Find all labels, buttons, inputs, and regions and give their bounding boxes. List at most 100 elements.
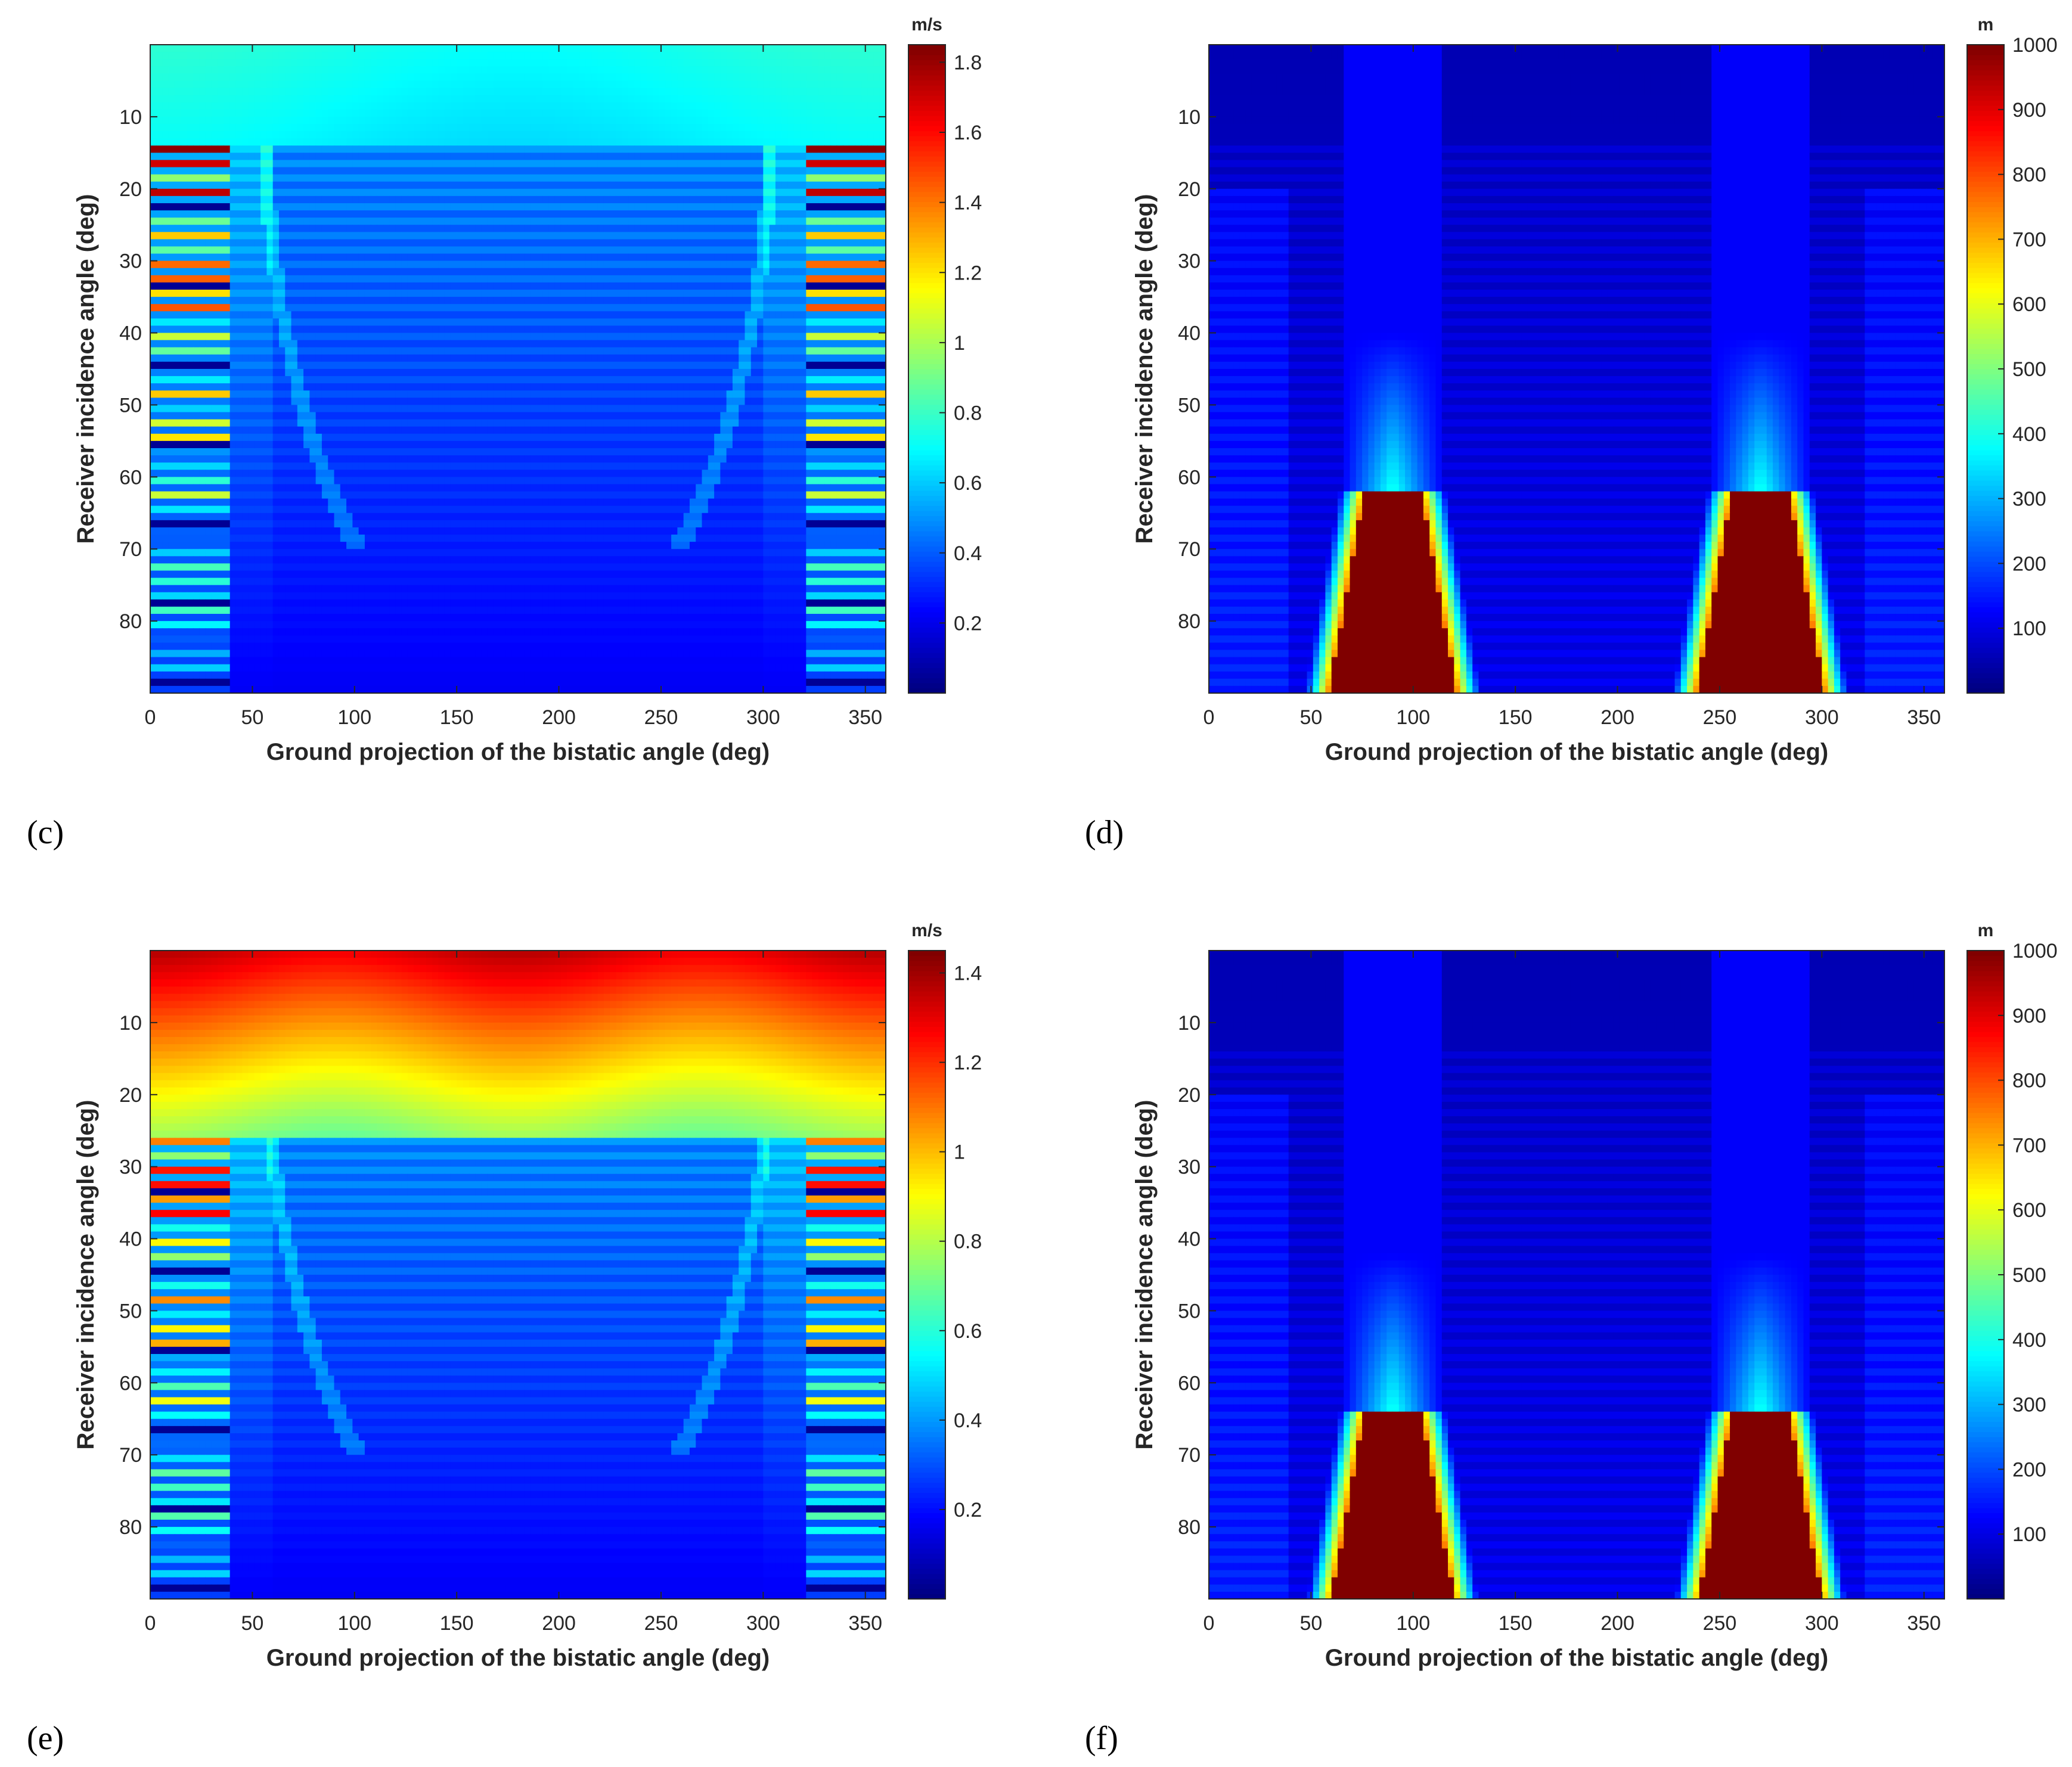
heatmap-cell	[420, 88, 427, 96]
heatmap-cell	[248, 123, 255, 132]
heatmap-cell	[554, 123, 562, 132]
heatmap-cell	[640, 116, 647, 125]
heatmap-cell	[787, 210, 795, 218]
heatmap-cell	[407, 282, 414, 290]
heatmap-cell	[414, 246, 421, 254]
heatmap-cell	[254, 145, 261, 153]
heatmap-cell	[315, 225, 322, 232]
heatmap-cell	[395, 232, 402, 240]
heatmap-cell	[818, 304, 825, 312]
heatmap-cell	[873, 275, 880, 283]
heatmap-cell	[426, 95, 433, 103]
heatmap-cell	[340, 52, 347, 60]
heatmap-cell	[689, 297, 696, 305]
heatmap-cell	[714, 311, 721, 319]
heatmap-cell	[800, 123, 807, 132]
heatmap-cell	[861, 52, 868, 60]
heatmap-cell	[235, 153, 243, 161]
heatmap-cell	[291, 145, 298, 153]
heatmap-cell	[371, 138, 378, 146]
heatmap-cell	[395, 131, 402, 139]
heatmap-cell	[211, 210, 218, 218]
heatmap-cell	[560, 195, 567, 204]
heatmap-cell	[254, 131, 261, 139]
heatmap-cell	[505, 131, 513, 139]
heatmap-cell	[610, 160, 617, 168]
heatmap-cell	[364, 290, 371, 297]
heatmap-cell	[162, 188, 169, 197]
heatmap-cell	[505, 239, 513, 247]
heatmap-cell	[229, 174, 237, 182]
heatmap-cell	[603, 174, 610, 182]
heatmap-cell	[444, 167, 451, 175]
heatmap-cell	[732, 333, 739, 341]
heatmap-cell	[193, 311, 200, 319]
heatmap-cell	[500, 138, 507, 146]
heatmap-cell	[689, 232, 696, 240]
heatmap-cell	[229, 275, 237, 283]
heatmap-cell	[585, 153, 592, 161]
heatmap-cell	[389, 282, 396, 290]
heatmap-cell	[242, 181, 249, 190]
heatmap-cell	[181, 318, 188, 327]
heatmap-cell	[260, 275, 267, 283]
heatmap-cell	[193, 268, 200, 276]
heatmap-cell	[763, 160, 770, 168]
heatmap-cell	[420, 153, 427, 161]
heatmap-cell	[867, 52, 874, 60]
heatmap-cell	[739, 239, 746, 247]
heatmap-cell	[787, 174, 795, 182]
heatmap-cell	[438, 95, 445, 103]
heatmap-cell	[800, 282, 807, 290]
heatmap-cell	[444, 333, 451, 341]
heatmap-cell	[303, 88, 310, 96]
heatmap-cell	[769, 275, 776, 283]
heatmap-cell	[199, 325, 206, 334]
heatmap-cell	[254, 268, 261, 276]
heatmap-cell	[616, 145, 623, 153]
heatmap-cell	[205, 102, 212, 110]
heatmap-cell	[591, 59, 598, 67]
heatmap-cell	[867, 145, 874, 153]
heatmap-cell	[634, 116, 641, 125]
heatmap-cell	[205, 340, 212, 348]
heatmap-cell	[843, 311, 849, 319]
heatmap-cell	[420, 318, 427, 327]
heatmap-cell	[463, 45, 470, 52]
heatmap-cell	[211, 80, 218, 89]
heatmap-cell	[168, 153, 175, 161]
heatmap-cell	[242, 52, 249, 60]
heatmap-cell	[843, 131, 849, 139]
heatmap-cell	[677, 290, 684, 297]
heatmap-cell	[757, 66, 764, 74]
heatmap-cell	[659, 218, 666, 225]
heatmap-cell	[830, 268, 838, 276]
heatmap-cell	[843, 109, 849, 117]
heatmap-cell	[150, 203, 157, 211]
heatmap-cell	[511, 174, 519, 182]
heatmap-cell	[168, 239, 175, 247]
heatmap-cell	[426, 188, 433, 197]
heatmap-cell	[861, 268, 868, 276]
heatmap-cell	[536, 275, 543, 283]
heatmap-cell	[181, 160, 188, 168]
heatmap-cell	[254, 325, 261, 334]
heatmap-cell	[542, 109, 550, 117]
heatmap-cell	[524, 232, 531, 240]
heatmap-cell	[793, 246, 801, 254]
heatmap-cell	[603, 246, 610, 254]
heatmap-cell	[187, 210, 194, 218]
heatmap-cell	[702, 131, 709, 139]
heatmap-cell	[242, 102, 249, 110]
heatmap-cell	[646, 45, 653, 52]
heatmap-cell	[677, 167, 684, 175]
heatmap-cell	[524, 203, 531, 211]
heatmap-cell	[291, 138, 298, 146]
heatmap-cell	[726, 297, 733, 305]
heatmap-cell	[242, 304, 249, 312]
heatmap-cell	[518, 195, 525, 204]
heatmap-cell	[622, 268, 629, 276]
heatmap-cell	[407, 45, 414, 52]
heatmap-cell	[714, 253, 721, 262]
heatmap-cell	[763, 325, 770, 334]
